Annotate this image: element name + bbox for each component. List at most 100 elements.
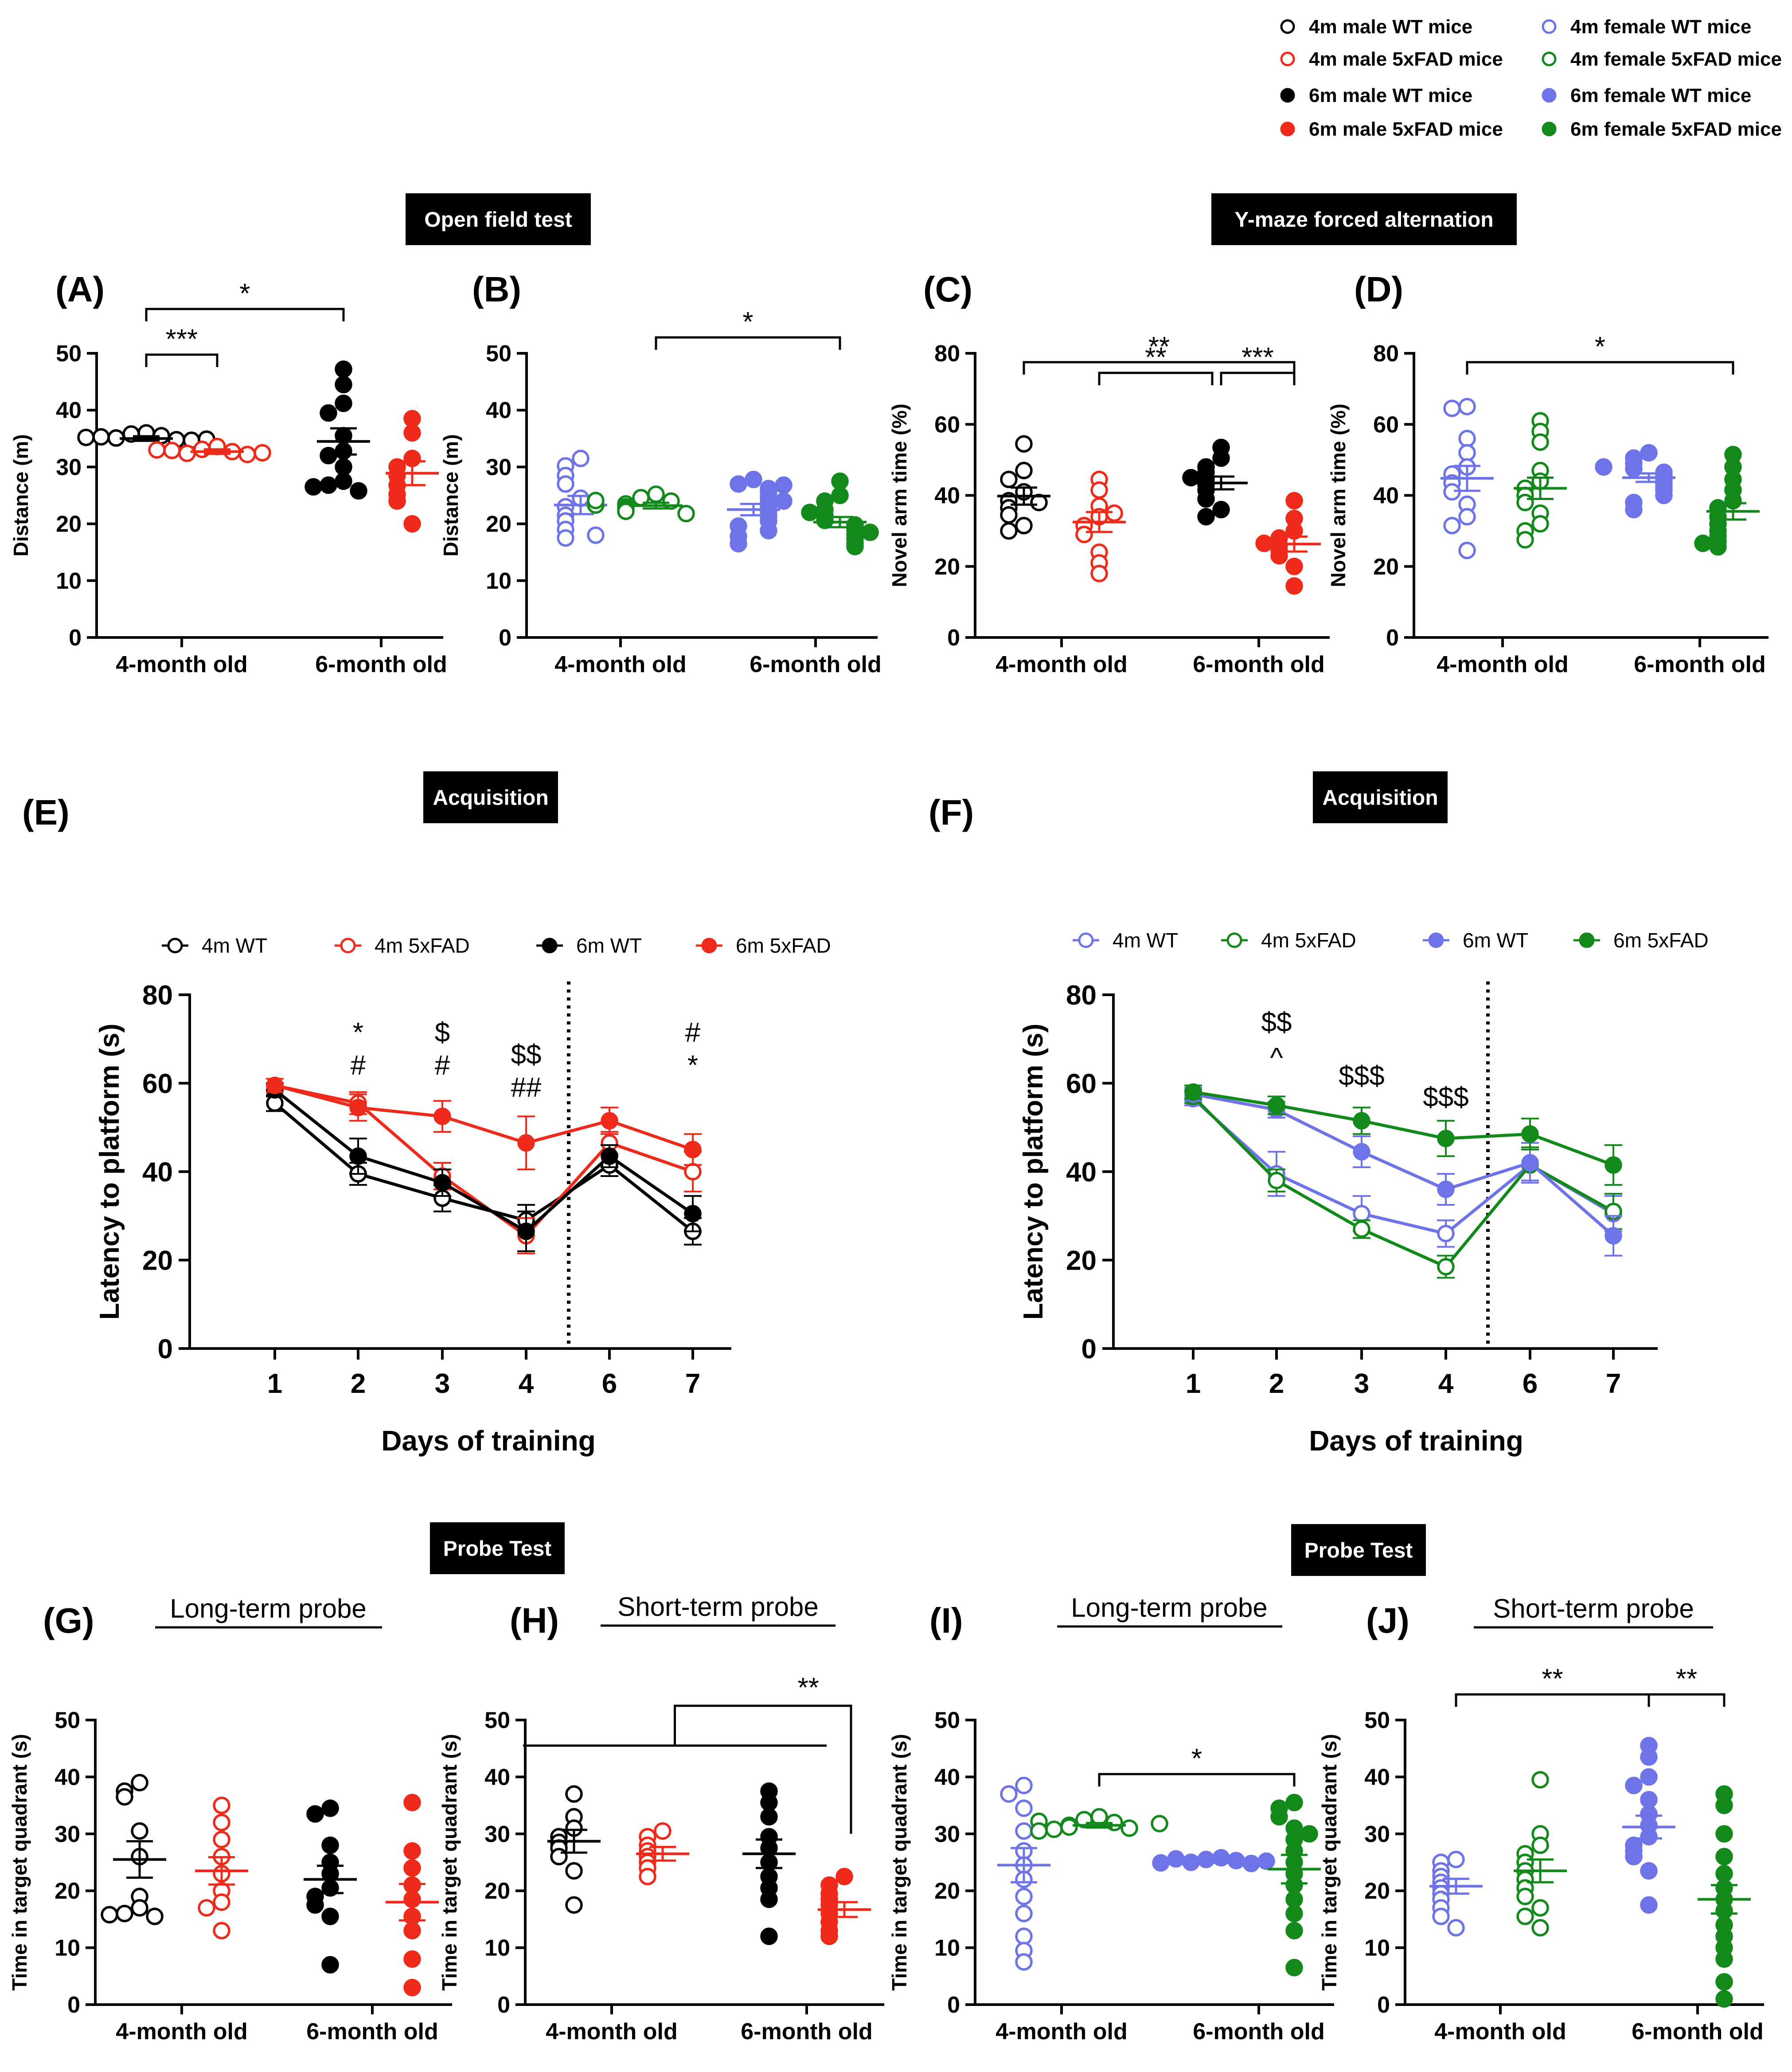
panel-label: (G) bbox=[43, 1601, 94, 1640]
data-point bbox=[639, 1868, 656, 1885]
series-line bbox=[273, 1102, 694, 1233]
data-point bbox=[1715, 1950, 1733, 1968]
series-legend-label: 4m WT bbox=[202, 934, 267, 957]
data-point bbox=[1000, 1785, 1018, 1803]
category-label: 6-month old bbox=[1634, 652, 1766, 677]
legend-label: 4m female WT mice bbox=[1570, 16, 1751, 38]
data-point bbox=[148, 441, 166, 459]
section-header: Acquisition bbox=[1313, 771, 1448, 823]
x-tick-label: 3 bbox=[435, 1368, 450, 1399]
panel-subtitle: Short-term probe bbox=[617, 1592, 819, 1622]
y-tick-label: 0 bbox=[947, 625, 960, 651]
x-tick-label: 1 bbox=[267, 1368, 282, 1399]
data-point bbox=[320, 404, 337, 422]
data-point bbox=[1437, 1130, 1455, 1147]
data-group bbox=[386, 410, 439, 533]
legend-item: 6m female WT mice bbox=[1542, 85, 1751, 106]
series-legend-label: 6m 5xFAD bbox=[1613, 929, 1709, 952]
data-point bbox=[1184, 1083, 1202, 1101]
section-header: Acquisition bbox=[423, 771, 558, 823]
scatter-panel: (C) 0 20 40 60 80 4-month old 6-month old Novel … bbox=[888, 270, 1330, 677]
data-point bbox=[1353, 1112, 1370, 1130]
data-point bbox=[1709, 538, 1727, 556]
data-point bbox=[654, 1822, 672, 1840]
y-tick-label: 0 bbox=[69, 625, 82, 651]
data-point bbox=[1285, 492, 1303, 510]
legend-marker bbox=[1280, 121, 1295, 137]
section-header: Y-maze forced alternation bbox=[1211, 193, 1517, 245]
panel-subtitle: Short-term probe bbox=[1493, 1594, 1694, 1623]
data-point bbox=[403, 1859, 421, 1877]
data-point bbox=[1516, 493, 1534, 512]
series-legend-item: 6m 5xFAD bbox=[1573, 929, 1709, 952]
data-point bbox=[320, 476, 337, 494]
sig-label: * bbox=[1191, 1744, 1202, 1774]
data-point bbox=[1437, 1181, 1455, 1198]
data-point bbox=[1458, 430, 1476, 448]
data-point bbox=[760, 1890, 778, 1908]
panel-label: (J) bbox=[1366, 1601, 1409, 1640]
data-point bbox=[1015, 1888, 1033, 1905]
y-axis-title: Distance (m) bbox=[9, 434, 32, 556]
section-header-label: Acquisition bbox=[1322, 786, 1438, 810]
data-point bbox=[213, 1922, 230, 1939]
y-tick-label: 20 bbox=[142, 1246, 173, 1276]
data-point bbox=[745, 470, 762, 489]
data-point bbox=[1531, 1919, 1549, 1937]
data-point bbox=[1458, 508, 1476, 526]
significance: **** bbox=[1455, 1664, 1726, 1707]
y-tick-label: 80 bbox=[142, 980, 173, 1011]
y-tick-label: 50 bbox=[56, 341, 82, 367]
annotation-label: $ bbox=[435, 1017, 450, 1048]
panel-subtitle: Long-term probe bbox=[1071, 1593, 1268, 1622]
section-header-label: Probe Test bbox=[1304, 1539, 1413, 1563]
y-tick-label: 20 bbox=[486, 512, 511, 537]
data-point bbox=[1640, 1862, 1658, 1880]
y-tick-label: 10 bbox=[484, 1935, 510, 1961]
sig-bracket bbox=[655, 336, 841, 350]
category-label: 4-month old bbox=[546, 2019, 678, 2045]
y-axis-title: Novel arm time (%) bbox=[1327, 403, 1350, 587]
y-axis-title: Latency to platform (s) bbox=[1018, 1024, 1049, 1320]
data-point bbox=[321, 1908, 339, 1925]
data-point bbox=[572, 450, 590, 467]
y-tick-label: 60 bbox=[934, 412, 960, 438]
data-point bbox=[1531, 1899, 1549, 1917]
significance: **** bbox=[145, 278, 345, 367]
category-label: 4-month old bbox=[996, 652, 1128, 677]
series-legend-item: 4m 5xFAD bbox=[335, 934, 470, 957]
data-point bbox=[1640, 444, 1658, 462]
data-point bbox=[1015, 1953, 1033, 1971]
data-point bbox=[131, 1899, 148, 1917]
annotation-label: ## bbox=[511, 1072, 542, 1103]
data-point bbox=[1015, 1927, 1033, 1945]
data-point bbox=[403, 1842, 421, 1860]
data-point bbox=[238, 446, 256, 463]
data-point bbox=[1625, 500, 1643, 519]
x-axis-title: Days of training bbox=[1309, 1425, 1523, 1457]
data-point bbox=[1285, 1890, 1303, 1908]
data-point bbox=[1437, 1224, 1455, 1243]
data-point bbox=[1447, 1850, 1465, 1869]
data-point bbox=[1270, 1808, 1288, 1826]
y-tick-label: 0 bbox=[499, 625, 511, 651]
data-point bbox=[349, 1099, 367, 1117]
significance: ******* bbox=[1023, 332, 1296, 386]
data-point bbox=[1531, 1836, 1549, 1854]
data-point bbox=[1015, 435, 1033, 453]
data-group bbox=[636, 1822, 689, 1885]
data-point bbox=[321, 1799, 339, 1817]
y-tick-label: 20 bbox=[934, 554, 960, 580]
data-point bbox=[557, 529, 574, 547]
panel-label: (F) bbox=[929, 793, 974, 832]
category-label: 6-month old bbox=[1193, 2019, 1325, 2045]
series-legend-label: 6m WT bbox=[1463, 929, 1528, 952]
data-group bbox=[148, 438, 271, 463]
data-group bbox=[547, 1785, 601, 1914]
data-point bbox=[1432, 1908, 1450, 1925]
y-tick-label: 20 bbox=[55, 1878, 80, 1904]
data-group bbox=[1030, 1808, 1168, 1840]
panel-label: (E) bbox=[22, 793, 70, 832]
category-label: 6-month old bbox=[315, 652, 447, 677]
annotation-label: * bbox=[687, 1050, 698, 1081]
